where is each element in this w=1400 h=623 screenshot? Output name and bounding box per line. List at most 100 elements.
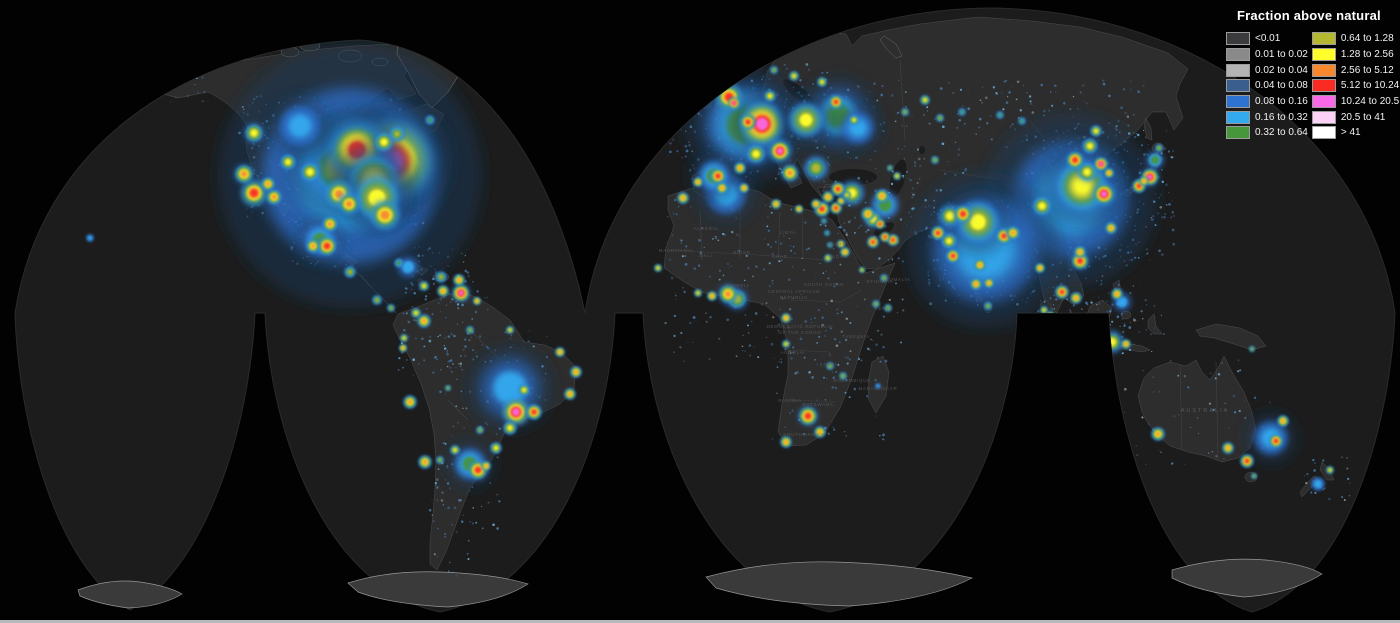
speckle	[882, 307, 884, 309]
speckle	[833, 337, 837, 341]
speckle	[1100, 282, 1103, 285]
speckle	[821, 71, 824, 74]
country-label: NAMIBIA	[778, 398, 801, 403]
speckle	[1090, 301, 1093, 304]
country-label: CENTRAL AFRICAN	[768, 289, 820, 294]
speckle	[879, 434, 881, 437]
hotspot-ring	[568, 392, 572, 396]
speckle	[1049, 337, 1052, 340]
hotspot-ring	[818, 430, 822, 434]
speckle	[854, 232, 856, 234]
speckle	[963, 122, 966, 125]
speckle	[1092, 351, 1094, 353]
hotspot-ring	[1051, 322, 1057, 328]
hotspot-ring	[834, 206, 838, 210]
speckle	[1104, 339, 1107, 341]
hotspot-ring	[1087, 143, 1093, 149]
speckle	[803, 352, 805, 354]
speckle	[882, 433, 885, 437]
hotspot-ring	[1250, 347, 1254, 351]
speckle	[429, 335, 432, 338]
hotspot-ring	[886, 306, 890, 310]
speckle	[707, 87, 710, 90]
speckle	[690, 98, 692, 101]
speckle	[723, 81, 725, 84]
speckle	[819, 223, 822, 226]
speckle	[1019, 109, 1023, 112]
speckle	[1142, 370, 1144, 372]
legend-label: 5.12 to 10.24	[1340, 80, 1400, 92]
speckle	[1215, 455, 1218, 458]
speckle	[453, 506, 457, 510]
speckle	[462, 348, 465, 351]
speckle	[468, 489, 471, 492]
speckle	[1244, 416, 1247, 420]
speckle	[719, 73, 722, 76]
speckle	[463, 427, 465, 429]
speckle	[1212, 408, 1215, 412]
speckle	[680, 93, 682, 95]
speckle	[1313, 469, 1316, 472]
hotspot-ring	[1095, 333, 1105, 343]
speckle	[1134, 135, 1137, 138]
speckle	[1137, 90, 1140, 94]
speckle	[840, 311, 843, 314]
speckle	[471, 318, 473, 320]
speckle	[838, 225, 842, 229]
speckle	[486, 296, 489, 299]
speckle	[887, 259, 890, 261]
speckle	[443, 544, 445, 546]
hotspot-ring	[938, 116, 942, 120]
speckle	[444, 535, 447, 538]
country-label: SOMALIA	[886, 277, 911, 282]
speckle	[1086, 303, 1089, 306]
speckle	[1156, 212, 1160, 215]
speckle	[952, 92, 955, 94]
speckle	[790, 208, 793, 211]
speckle	[692, 316, 696, 319]
hotspot-ring	[441, 289, 445, 293]
speckle	[415, 337, 417, 340]
hotspot-ring	[797, 207, 801, 211]
speckle	[673, 314, 677, 318]
speckle	[1050, 307, 1054, 311]
hotspot-ring	[1051, 322, 1057, 328]
speckle	[813, 316, 816, 319]
speckle	[834, 180, 837, 183]
speckle	[444, 442, 447, 445]
speckle	[916, 148, 920, 151]
hotspot-ring	[1010, 230, 1016, 236]
hotspot-ring	[839, 242, 843, 246]
speckle	[1041, 337, 1043, 339]
speckle	[1081, 289, 1083, 291]
legend-row: 0.32 to 0.64	[1226, 125, 1308, 141]
speckle	[1107, 326, 1110, 329]
speckle	[831, 386, 834, 389]
new-guinea-island	[1195, 323, 1267, 351]
speckle	[1124, 111, 1127, 115]
hotspot-ring	[288, 114, 312, 138]
hotspot-ring	[478, 428, 482, 432]
speckle	[1077, 353, 1080, 356]
hotspot-ring	[458, 290, 464, 296]
speckle	[708, 357, 711, 361]
speckle	[1133, 114, 1135, 116]
speckle	[923, 114, 925, 116]
speckle	[466, 271, 470, 274]
speckle	[1002, 108, 1005, 111]
legend-label: > 41	[1340, 127, 1361, 139]
hotspot-ring	[1099, 162, 1103, 166]
light-pollution-hotspots	[86, 44, 1334, 491]
speckle	[1016, 80, 1020, 84]
speckle	[941, 125, 945, 129]
speckle	[869, 349, 871, 351]
speckle	[821, 316, 824, 319]
speckle	[835, 282, 839, 286]
speckle	[1133, 318, 1136, 322]
speckle	[451, 571, 454, 574]
persian-gulf	[874, 222, 894, 236]
hotspot-ring	[427, 117, 433, 123]
speckle	[1055, 91, 1057, 93]
hotspot-ring	[334, 189, 344, 199]
hotspot-ring	[882, 276, 886, 280]
